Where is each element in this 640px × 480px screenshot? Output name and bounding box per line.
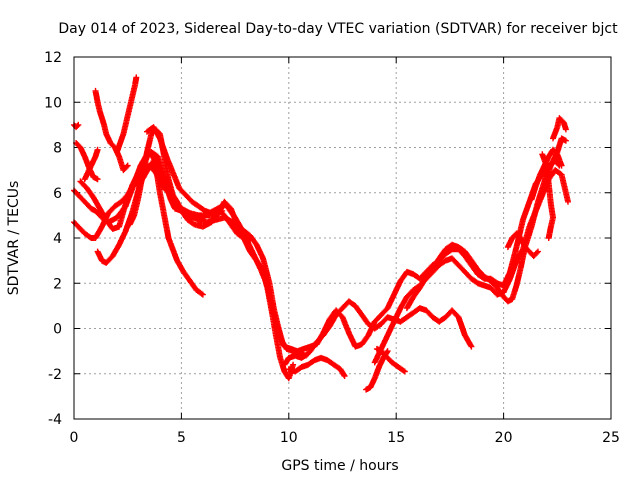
x-tick-label: 0 [70, 430, 79, 446]
series-arc-11 [135, 160, 206, 298]
series-arc-12 [144, 124, 563, 355]
series-arc-19 [504, 230, 541, 260]
x-tick-label: 5 [177, 430, 186, 446]
y-tick-label: 4 [53, 231, 62, 247]
series-arc-1 [71, 121, 82, 131]
series-markers [403, 135, 569, 312]
x-tick-label: 25 [602, 430, 620, 446]
series-arc-7 [92, 87, 131, 174]
series-markers [144, 124, 563, 355]
y-tick-label: 12 [44, 50, 62, 66]
series-arc-5 [81, 146, 101, 183]
series-markers [71, 121, 82, 131]
x-tick-labels: 0 5 10 15 20 25 [70, 430, 620, 446]
series-arc-22 [550, 115, 569, 142]
y-tick-label: 2 [53, 276, 62, 292]
y-tick-labels: -4 -2 0 2 4 6 8 10 12 [44, 50, 62, 428]
y-tick-label: 8 [53, 141, 62, 157]
series-markers [135, 160, 206, 298]
series-arc-8 [94, 149, 475, 359]
y-axis-label: SDTVAR / TECUs [6, 181, 22, 296]
x-tick-label: 15 [387, 430, 405, 446]
x-tick-label: 10 [280, 430, 298, 446]
series-markers [81, 146, 101, 183]
series-arc-18 [403, 135, 569, 312]
series-arc-9 [114, 74, 140, 155]
series-markers [539, 151, 556, 241]
series-markers [77, 169, 142, 232]
series-markers [114, 74, 140, 155]
data-series [71, 74, 571, 393]
series-arc-13 [281, 350, 312, 368]
series-arc-14 [285, 354, 348, 379]
plot-frame [73, 56, 612, 420]
x-tick-label: 20 [495, 430, 513, 446]
series-markers [285, 354, 348, 379]
series-markers [504, 230, 541, 260]
y-tick-label: 6 [53, 186, 62, 202]
series-markers [92, 87, 131, 174]
series-markers [550, 115, 569, 142]
y-tick-label: 10 [44, 95, 62, 111]
y-tick-label: -2 [48, 367, 62, 383]
series-markers [94, 149, 475, 359]
y-tick-label: 0 [53, 322, 62, 338]
chart-title: Day 014 of 2023, Sidereal Day-to-day VTE… [58, 21, 618, 37]
x-axis-label: GPS time / hours [281, 458, 398, 474]
y-tick-label: -4 [48, 412, 62, 428]
series-arc-21 [539, 151, 556, 241]
series-arc-6 [77, 169, 142, 232]
series-markers [281, 350, 312, 368]
